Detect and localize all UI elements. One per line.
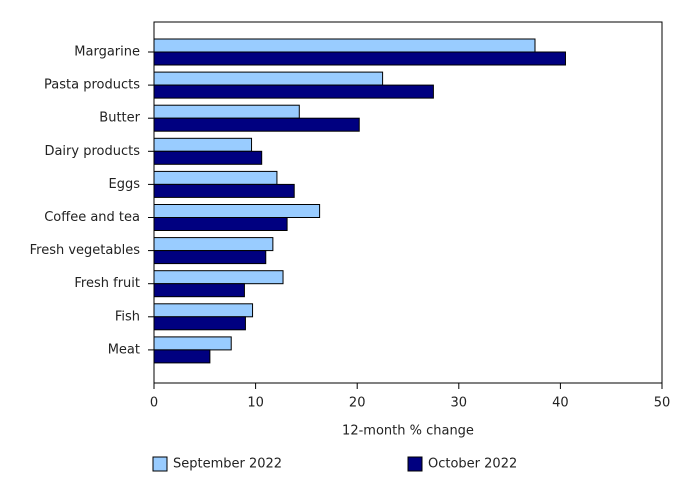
y-tick-label: Meat (108, 342, 140, 357)
bar (153, 270, 284, 285)
bar (153, 336, 232, 351)
bar (153, 237, 274, 252)
y-tick-label: Dairy products (44, 144, 140, 159)
x-tick-label: 40 (552, 396, 569, 411)
bar (153, 316, 246, 331)
bar (153, 349, 211, 364)
y-tick-label: Eggs (109, 177, 141, 192)
bar (153, 204, 321, 218)
x-tick-label: 50 (654, 396, 671, 411)
bar (153, 170, 278, 185)
y-tick-label: Fresh vegetables (30, 243, 141, 258)
bar (153, 150, 263, 165)
bar (153, 117, 360, 132)
bar (153, 217, 288, 231)
bar (153, 183, 295, 198)
y-tick-label: Coffee and tea (44, 210, 140, 225)
bar (153, 38, 536, 53)
y-tick-label: Butter (99, 111, 140, 126)
bar (153, 137, 253, 152)
bar (153, 303, 254, 318)
x-tick-label: 10 (247, 396, 264, 411)
bar (153, 104, 300, 119)
y-tick-label: Fish (115, 309, 140, 324)
bar (153, 283, 245, 298)
legend-label: October 2022 (428, 457, 517, 472)
bar (153, 84, 434, 99)
legend-swatch (407, 456, 423, 472)
y-tick-label: Margarine (74, 45, 140, 60)
x-tick-label: 0 (150, 396, 158, 411)
bar (153, 51, 566, 66)
y-tick-label: Fresh fruit (74, 276, 140, 291)
x-axis-label: 12-month % change (342, 424, 474, 439)
x-tick-label: 20 (349, 396, 366, 411)
legend-label: September 2022 (173, 457, 282, 472)
legend-swatch (152, 456, 168, 472)
bar (153, 71, 384, 86)
x-tick-label: 30 (451, 396, 468, 411)
plot-frame (153, 21, 663, 384)
bar (153, 250, 267, 265)
y-tick-label: Pasta products (44, 78, 140, 93)
